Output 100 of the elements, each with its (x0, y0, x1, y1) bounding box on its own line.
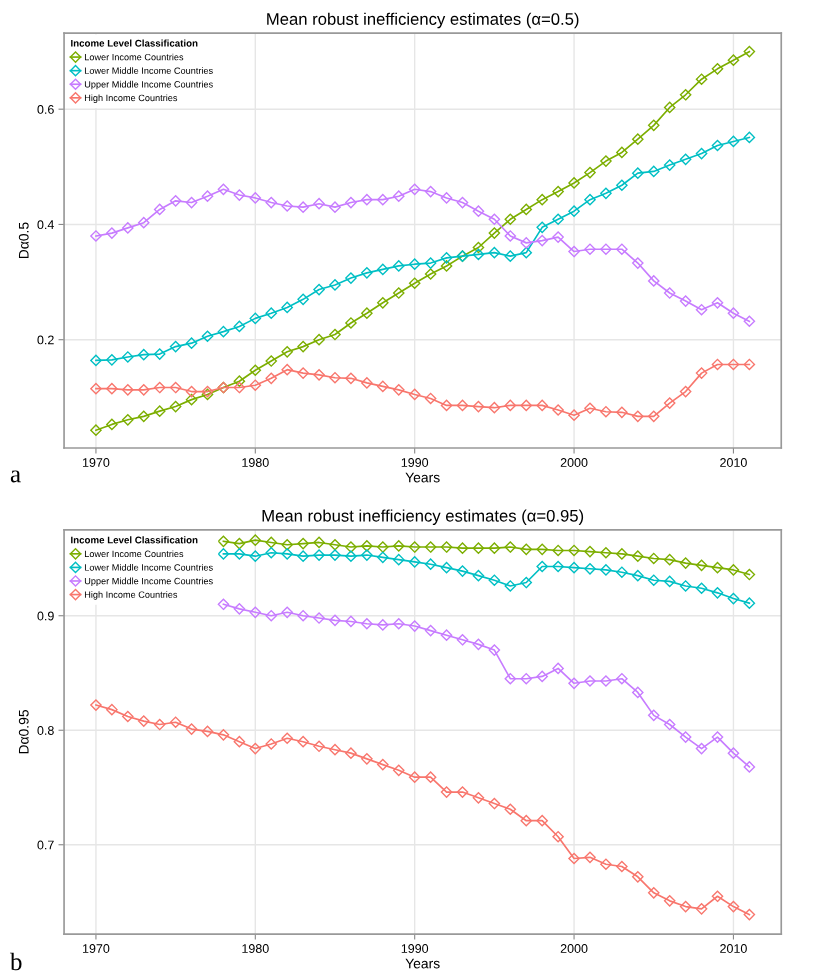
point (520, 399, 533, 412)
point (536, 543, 548, 556)
point (472, 542, 485, 554)
point (568, 177, 580, 189)
point (695, 147, 708, 160)
point (392, 764, 405, 777)
point (520, 543, 533, 556)
point (456, 565, 469, 577)
point (106, 354, 118, 366)
point (743, 315, 756, 328)
point (408, 258, 421, 271)
point (584, 851, 596, 864)
point (600, 243, 612, 256)
point (727, 900, 740, 913)
point (297, 537, 309, 550)
point (600, 564, 612, 576)
point (217, 535, 230, 548)
point (663, 553, 676, 566)
point (281, 606, 293, 619)
point (185, 385, 198, 398)
point (663, 159, 676, 171)
point (552, 404, 564, 416)
point (632, 550, 644, 562)
point (265, 536, 278, 549)
point (536, 399, 548, 412)
point (456, 542, 469, 554)
point (711, 731, 724, 743)
point (297, 609, 309, 622)
point (584, 675, 596, 687)
point (424, 268, 437, 280)
point (663, 397, 676, 409)
point (488, 797, 501, 810)
point (584, 243, 596, 256)
point (632, 257, 644, 269)
point (313, 333, 325, 346)
point (281, 538, 293, 551)
point (679, 557, 692, 569)
point (153, 381, 166, 394)
point (472, 205, 485, 217)
point (392, 617, 405, 630)
point (408, 556, 421, 568)
point (424, 541, 437, 553)
point (377, 541, 389, 553)
point (313, 740, 325, 753)
point (169, 716, 182, 729)
point (663, 287, 676, 299)
point (233, 189, 246, 201)
point (472, 241, 485, 254)
point (408, 183, 421, 196)
point (361, 307, 373, 319)
point (265, 355, 278, 367)
point (329, 279, 341, 291)
point (137, 216, 150, 229)
point (408, 277, 421, 290)
point (647, 552, 660, 565)
point (488, 246, 501, 259)
point (377, 758, 389, 771)
point (727, 564, 740, 576)
point (329, 371, 341, 384)
point (265, 196, 278, 209)
point (647, 709, 660, 722)
point (663, 101, 676, 114)
point (616, 146, 628, 159)
point (616, 243, 628, 256)
point (456, 633, 469, 646)
point (297, 293, 309, 306)
point (520, 576, 533, 589)
point (743, 131, 756, 144)
point (711, 358, 724, 371)
point (424, 771, 437, 783)
point (313, 197, 325, 210)
point (504, 541, 517, 553)
point (249, 364, 262, 377)
point (329, 614, 341, 627)
point (711, 561, 724, 574)
point (313, 536, 325, 549)
point (377, 263, 389, 276)
point (647, 574, 660, 587)
point (520, 246, 533, 259)
chart-title: Mean robust inefficiency estimates (α=0.95) (262, 509, 584, 525)
point (632, 133, 644, 145)
point (504, 213, 517, 226)
point (600, 155, 612, 167)
point (249, 550, 262, 562)
point (424, 185, 437, 198)
point (122, 222, 134, 234)
point (711, 297, 724, 309)
point (265, 307, 278, 319)
point (727, 358, 740, 371)
point (632, 569, 644, 582)
point (600, 675, 612, 687)
point (600, 187, 612, 200)
point (568, 409, 580, 421)
point (616, 548, 628, 560)
point (281, 345, 293, 358)
point (392, 540, 405, 552)
point (472, 638, 485, 651)
point (297, 201, 309, 213)
point (106, 382, 118, 395)
point (584, 562, 596, 575)
